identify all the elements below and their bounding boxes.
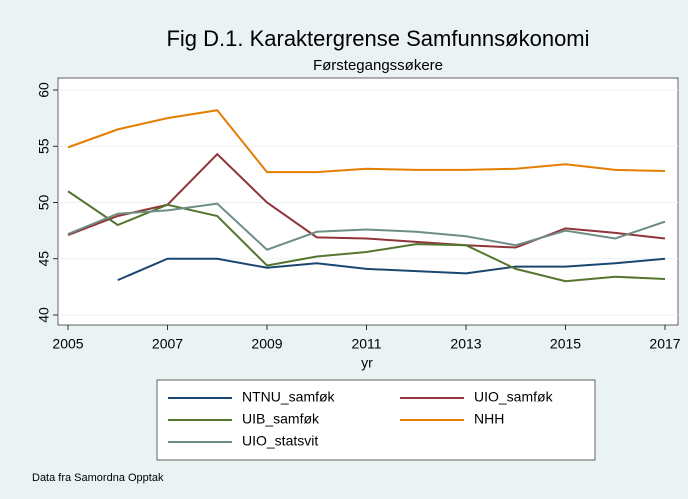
x-tick-label: 2013	[450, 336, 481, 352]
series-line	[67, 109, 666, 174]
x-axis-title: yr	[361, 355, 373, 371]
x-tick-label: 2011	[351, 336, 381, 352]
chart-subtitle: Førstegangssøkere	[313, 57, 443, 74]
y-tick-label: 45	[36, 251, 52, 267]
legend-label: UIO_statsvit	[242, 433, 318, 449]
plot-region	[57, 77, 679, 326]
y-tick-label: 50	[36, 195, 52, 211]
chart-title: Fig D.1. Karaktergrense Samfunnsøkonomi	[166, 26, 589, 51]
y-tick-label: 40	[36, 307, 52, 323]
legend-label: UIO_samføk	[474, 389, 554, 405]
y-tick-label: 55	[36, 138, 52, 154]
y-tick-label: 60	[36, 82, 52, 98]
legend-label: NTNU_samføk	[242, 389, 336, 405]
legend-label: UIB_samføk	[242, 411, 320, 427]
series-line	[67, 202, 666, 251]
series-line	[67, 190, 666, 283]
x-tick-label: 2015	[550, 336, 581, 352]
x-tick-label: 2017	[649, 336, 680, 352]
note: Data fra Samordna Opptak	[32, 472, 164, 484]
legend-label: NHH	[474, 411, 504, 427]
x-tick-label: 2009	[251, 336, 282, 352]
x-tick-label: 2007	[152, 336, 183, 352]
x-tick-label: 2005	[52, 336, 83, 352]
series-line	[117, 257, 666, 282]
